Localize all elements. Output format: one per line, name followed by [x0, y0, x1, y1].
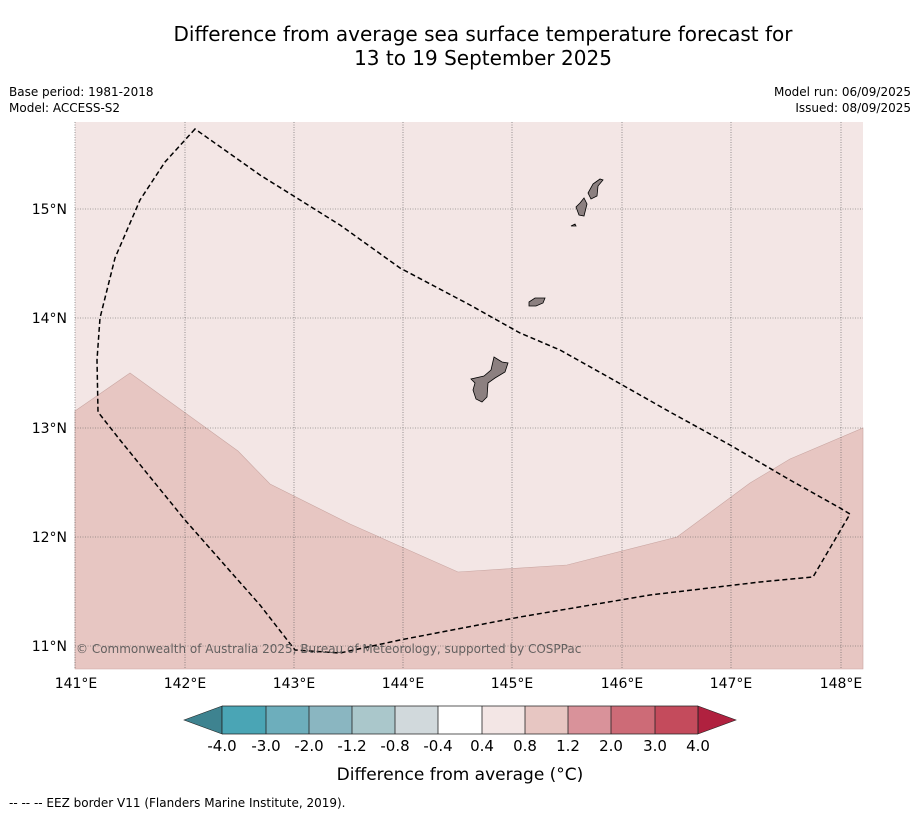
colorbar-bin-10	[611, 706, 655, 734]
colorbar: -4.0 -3.0 -2.0 -1.2 -0.8 -0.4 0.4 0.8 1.…	[183, 705, 737, 785]
colorbar-tick: -1.2	[337, 737, 366, 755]
land-masses	[470, 178, 604, 403]
map-title: Difference from average sea surface temp…	[0, 22, 919, 70]
colorbar-label: Difference from average (°C)	[337, 765, 584, 785]
eez-legend-note: -- -- -- EEZ border V11 (Flanders Marine…	[9, 796, 346, 810]
lon-tick-143e: 143°E	[273, 676, 316, 692]
colorbar-bin-11	[655, 706, 698, 734]
colorbar-tick-labels: -4.0 -3.0 -2.0 -1.2 -0.8 -0.4 0.4 0.8 1.…	[207, 737, 710, 755]
colorbar-bin-9	[568, 706, 611, 734]
lon-tick-144e: 144°E	[382, 676, 425, 692]
colorbar-tick: 1.2	[556, 737, 580, 755]
lat-tick-14n: 14°N	[32, 311, 67, 327]
lat-tick-13n: 13°N	[32, 421, 67, 437]
meta-right: Model run: 06/09/2025 Issued: 08/09/2025	[774, 84, 911, 116]
colorbar-bin-4	[352, 706, 395, 734]
model-run: Model run: 06/09/2025	[773, 85, 911, 99]
lon-tick-142e: 142°E	[164, 676, 207, 692]
colorbar-bin-1	[222, 706, 266, 734]
lat-tick-12n: 12°N	[32, 530, 67, 546]
lon-tick-148e: 148°E	[820, 676, 863, 692]
tinian-island	[575, 197, 588, 217]
saipan-island	[587, 178, 604, 200]
colorbar-bin-7	[482, 706, 525, 734]
colorbar-bin-3	[309, 706, 352, 734]
guam-island	[470, 356, 509, 403]
lat-tick-11n: 11°N	[32, 639, 67, 655]
colorbar-bin-6	[438, 706, 482, 734]
colorbar-under-arrow	[183, 705, 223, 735]
meta-left: Base period: 1981-2018 Model: ACCESS-S2	[9, 84, 154, 116]
graticule	[74, 122, 863, 669]
colorbar-tick: -0.4	[423, 737, 452, 755]
lon-tick-145e: 145°E	[491, 676, 534, 692]
colorbar-tick: -2.0	[294, 737, 323, 755]
lat-tick-15n: 15°N	[32, 202, 67, 218]
lon-tick-141e: 141°E	[55, 676, 98, 692]
colorbar-tick: 0.8	[513, 737, 537, 755]
latitude-labels: 15°N 14°N 13°N 12°N 11°N	[32, 202, 67, 655]
model-name: Model: ACCESS-S2	[9, 101, 121, 115]
colorbar-over-arrow	[697, 705, 737, 735]
eez-border	[96, 128, 852, 654]
colorbar-bin-5	[395, 706, 438, 734]
title-line-2: 13 to 19 September 2025	[354, 46, 612, 70]
colorbar-tick: -3.0	[251, 737, 280, 755]
aguijan-islet	[570, 223, 577, 227]
anomaly-region-warm	[74, 372, 864, 670]
colorbar-tick: 2.0	[599, 737, 623, 755]
issued-date: Issued: 08/09/2025	[795, 101, 911, 115]
base-period: Base period: 1981-2018	[9, 85, 154, 99]
colorbar-tick: 3.0	[643, 737, 667, 755]
copyright-notice: © Commonwealth of Australia 2025, Bureau…	[76, 642, 581, 656]
lon-tick-147e: 147°E	[710, 676, 753, 692]
rota-island	[528, 297, 546, 307]
map-panel: © Commonwealth of Australia 2025, Bureau…	[74, 122, 864, 670]
colorbar-bin-2	[266, 706, 309, 734]
colorbar-tick: -4.0	[207, 737, 236, 755]
lon-tick-146e: 146°E	[601, 676, 644, 692]
colorbar-tick: -0.8	[380, 737, 409, 755]
colorbar-bin-8	[525, 706, 568, 734]
title-line-1: Difference from average sea surface temp…	[173, 22, 793, 46]
colorbar-tick: 0.4	[470, 737, 494, 755]
colorbar-tick: 4.0	[686, 737, 710, 755]
longitude-labels: 141°E 142°E 143°E 144°E 145°E 146°E 147°…	[55, 676, 863, 692]
